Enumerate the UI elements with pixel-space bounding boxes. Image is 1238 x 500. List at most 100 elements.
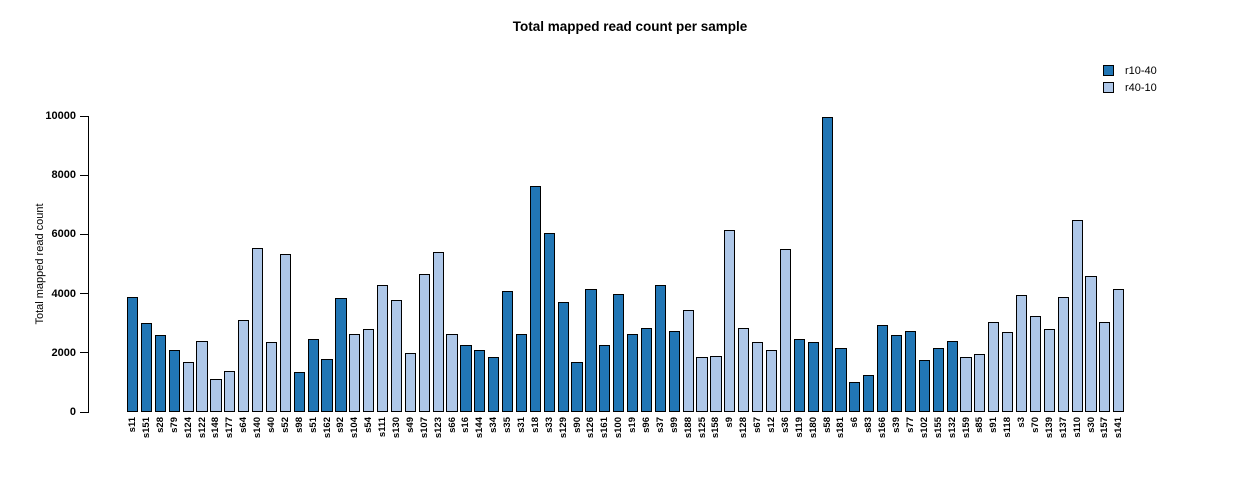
bar-s92 (335, 298, 347, 412)
bar-s30 (1085, 275, 1097, 412)
bar-s77 (904, 330, 917, 412)
bar-s54 (363, 329, 375, 412)
y-axis-line (88, 116, 89, 413)
y-axis-tick-label: 10000 (45, 110, 76, 122)
bar-s12 (765, 349, 778, 412)
bar-s52 (279, 253, 291, 412)
bar-s40 (265, 342, 278, 412)
bar-s58 (821, 117, 833, 412)
bar-s11 (127, 296, 139, 412)
bar-s110 (1071, 219, 1083, 412)
x-axis-label-s177: s177 (224, 417, 236, 439)
y-axis-title: Total mapped read count (34, 203, 46, 325)
x-axis-label-s3: s3 (1016, 417, 1028, 428)
x-axis-label-s119: s119 (793, 417, 805, 438)
x-axis-label-s140: s140 (252, 417, 264, 439)
bar-s161 (599, 345, 611, 412)
x-axis-label-s148: s148 (210, 417, 222, 439)
x-axis-label-s132: s132 (946, 417, 958, 439)
y-axis-tick (80, 352, 88, 354)
y-axis-tick (80, 293, 88, 295)
bar-s98 (293, 372, 305, 412)
x-axis-label-s83: s83 (863, 417, 875, 433)
bar-s162 (321, 358, 333, 412)
x-axis-label-s58: s58 (821, 417, 833, 433)
legend-item-r40-10: r40-10 (1103, 79, 1157, 96)
x-axis-label-s31: s31 (516, 417, 528, 433)
bar-s119 (793, 339, 805, 412)
bar-s140 (252, 247, 264, 412)
bar-s155 (932, 348, 944, 412)
bar-s28 (154, 335, 166, 412)
x-axis-label-s111: s111 (377, 417, 389, 438)
x-axis-label-s11: s11 (127, 417, 139, 433)
x-axis-label-s124: s124 (182, 417, 194, 439)
bar-s111 (377, 284, 389, 412)
chart-title: Total mapped read count per sample (512, 19, 748, 34)
x-axis-label-s96: s96 (641, 417, 653, 433)
bar-s79 (168, 349, 180, 412)
legend-swatch-r10-40 (1103, 65, 1114, 76)
x-axis-label-s137: s137 (1057, 417, 1069, 439)
bar-s124 (182, 361, 194, 412)
bar-s130 (390, 299, 403, 412)
x-axis-label-s70: s70 (1029, 417, 1041, 433)
x-axis-label-s125: s125 (696, 417, 708, 439)
x-axis-label-s181: s181 (835, 417, 847, 439)
x-axis-label-s18: s18 (529, 417, 541, 433)
bar-s159 (960, 357, 972, 412)
x-axis-label-s158: s158 (710, 417, 722, 439)
bar-s99 (668, 330, 680, 412)
x-axis-label-s98: s98 (293, 417, 305, 433)
bar-s100 (613, 293, 625, 412)
x-axis-label-s36: s36 (779, 417, 791, 433)
x-axis-label-s139: s139 (1043, 417, 1055, 439)
x-axis-label-s9: s9 (724, 417, 736, 428)
x-axis-label-s107: s107 (418, 417, 430, 439)
bar-s67 (752, 342, 764, 412)
bar-s90 (571, 361, 583, 412)
bar-s102 (918, 360, 930, 412)
bar-s36 (779, 249, 792, 412)
bar-s188 (682, 309, 694, 412)
bar-s85 (974, 354, 986, 412)
y-axis-tick-label: 8000 (51, 169, 76, 182)
x-axis-label-s34: s34 (488, 417, 500, 433)
bar-s158 (710, 355, 722, 412)
x-axis-label-s66: s66 (446, 417, 458, 433)
x-axis-label-s126: s126 (585, 417, 597, 439)
bar-s3 (1015, 295, 1028, 412)
bar-s9 (724, 229, 736, 412)
bar-s16 (460, 345, 472, 412)
bar-s132 (946, 340, 958, 412)
x-axis-label-s52: s52 (279, 417, 291, 433)
bar-s129 (557, 302, 569, 412)
x-axis-label-s122: s122 (196, 417, 208, 439)
bar-s104 (349, 333, 361, 412)
bar-s128 (738, 327, 750, 412)
x-axis-label-s85: s85 (974, 417, 986, 433)
x-axis-label-s12: s12 (766, 417, 778, 433)
bar-s123 (432, 252, 444, 412)
x-axis-label-s123: s123 (432, 417, 444, 439)
legend-label-r40-10: r40-10 (1125, 81, 1157, 94)
x-axis-label-s155: s155 (932, 417, 944, 439)
y-axis-tick (80, 233, 88, 235)
y-axis-tick (80, 115, 88, 117)
bar-s118 (1002, 332, 1014, 412)
x-axis-label-s188: s188 (682, 417, 694, 439)
bar-s122 (196, 340, 208, 412)
x-axis-label-s92: s92 (335, 417, 347, 433)
x-axis-label-s79: s79 (168, 417, 180, 433)
bar-s180 (807, 342, 819, 412)
x-axis-label-s37: s37 (654, 417, 666, 433)
x-axis-label-s128: s128 (738, 417, 750, 439)
bar-s181 (835, 348, 847, 412)
x-axis-label-s144: s144 (474, 417, 486, 439)
y-axis-tick (80, 411, 88, 413)
x-axis-label-s110: s110 (1071, 417, 1083, 438)
legend: r10-40 r40-10 (1103, 62, 1157, 96)
x-axis-label-s30: s30 (1085, 417, 1097, 433)
x-axis-label-s6: s6 (849, 417, 861, 428)
bar-s91 (988, 321, 1000, 412)
